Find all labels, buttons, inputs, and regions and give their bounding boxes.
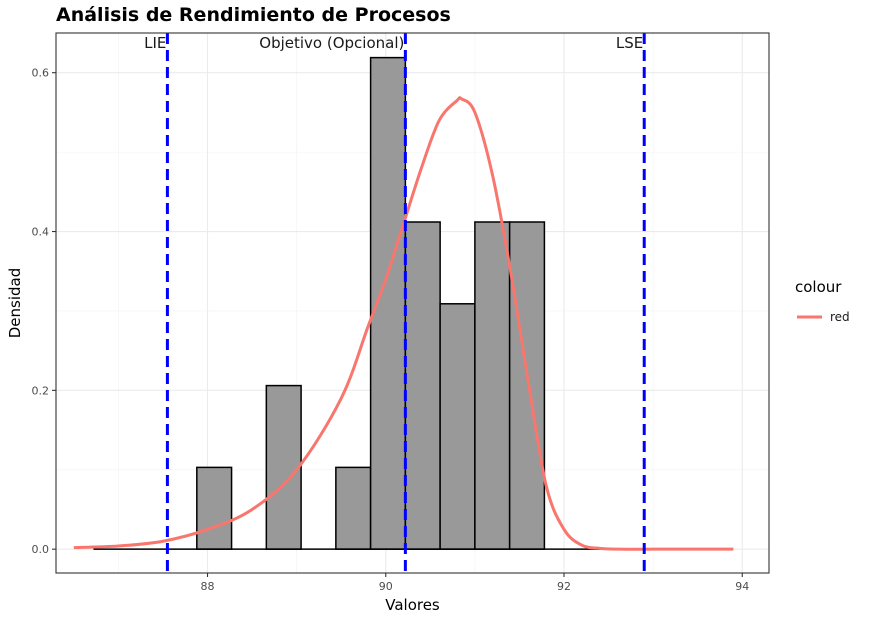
histogram-bar-5	[404, 221, 441, 550]
histogram-bar-8	[508, 221, 546, 550]
x-tick-label: 92	[557, 580, 571, 593]
x-tick-label: 88	[201, 580, 215, 593]
histogram-bar-7	[474, 221, 511, 550]
y-tick-label: 0.6	[32, 67, 50, 80]
vline-label-2: Objetivo (Opcional)	[259, 34, 404, 52]
vline-label-1: LIE	[144, 34, 166, 52]
legend: colour red	[795, 278, 850, 324]
histogram-bar-1	[196, 466, 233, 550]
histogram-bar-6	[439, 303, 476, 550]
x-axis-title: Valores	[385, 596, 440, 614]
y-axis-title: Densidad	[6, 268, 24, 339]
y-tick-label: 0.0	[32, 543, 50, 556]
x-tick-label: 94	[735, 580, 749, 593]
legend-title: colour	[795, 278, 842, 296]
y-tick-label: 0.2	[32, 384, 50, 397]
histogram-bar-2	[265, 384, 302, 550]
plot-area: LIE Objetivo (Opcional) LSE 88 90 92 94 0.0 0.2 0…	[32, 32, 770, 593]
vline-label-3: LSE	[616, 34, 643, 52]
chart-title: Análisis de Rendimiento de Procesos	[56, 4, 451, 26]
legend-label-red: red	[830, 310, 850, 324]
panel-border	[55, 32, 770, 574]
density-curve-red	[73, 96, 734, 551]
histogram-bar-3	[335, 466, 372, 550]
x-tick-label: 90	[379, 580, 393, 593]
y-tick-label: 0.4	[32, 226, 50, 239]
